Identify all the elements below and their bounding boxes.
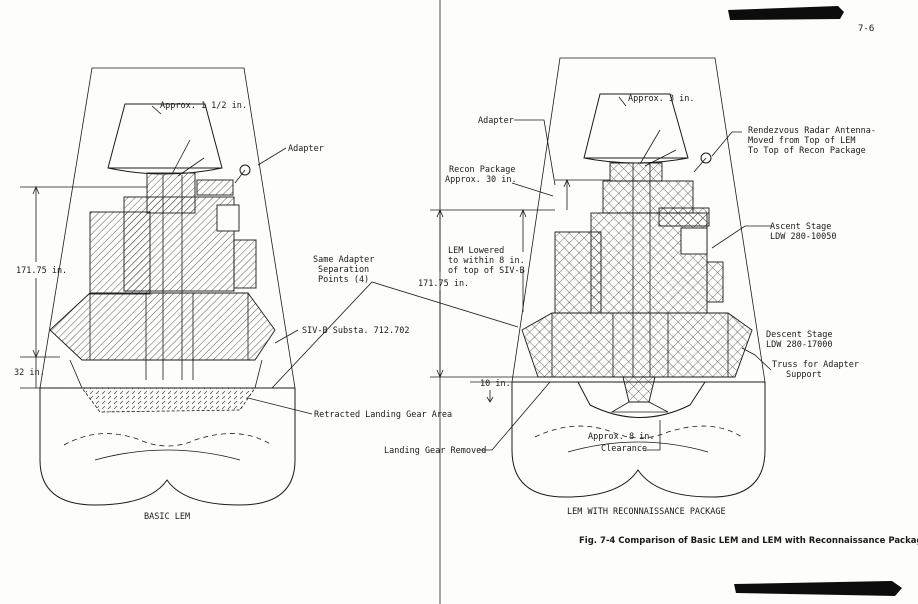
label-ascent-2: LDW 280-10050 — [770, 232, 837, 242]
label-clearance-2: Clearance — [601, 444, 647, 454]
figure-caption: Fig. 7-4 Comparison of Basic LEM and LEM… — [579, 536, 918, 546]
label-dim-171-75-left: 171.75 in. — [16, 266, 67, 276]
basic-lem-labels: Approx. 1 1/2 in. Adapter 171.75 in. 32 … — [14, 101, 452, 522]
label-clearance-1: Approx. 8 in. — [588, 432, 655, 442]
note-line-3: Points (4) — [318, 275, 369, 285]
label-recon-1: Recon Package — [449, 165, 516, 175]
label-radar-3: To Top of Recon Package — [748, 146, 866, 156]
label-sivb-station: SIV-B Substa. 712.702 — [302, 326, 409, 336]
redaction-mark-bottom — [734, 581, 902, 596]
label-gear-removed: Landing Gear Removed — [384, 446, 486, 456]
redaction-mark-top — [728, 6, 844, 20]
recon-lem-drawing — [430, 57, 772, 498]
label-truss-1: Truss for Adapter — [772, 360, 859, 370]
separation-points-note: Same Adapter Separation Points (4) — [271, 255, 519, 389]
title-basic-lem: BASIC LEM — [144, 512, 190, 522]
label-dim-10in: 10 in. — [480, 379, 511, 389]
label-radar-1: Rendezvous Radar Antenna- — [748, 126, 876, 136]
note-line-1: Same Adapter — [313, 255, 374, 265]
label-ascent-1: Ascent Stage — [770, 222, 831, 232]
label-lowered-3: of top of SIV-B — [448, 266, 525, 276]
label-dim-32in: 32 in. — [14, 368, 45, 378]
label-truss-2: Support — [786, 370, 822, 380]
title-recon-lem: LEM WITH RECONNAISSANCE PACKAGE — [567, 507, 726, 517]
label-descent-2: LDW 280-17000 — [766, 340, 833, 350]
recon-lem-labels: Approx. 3 in. Adapter Rendezvous Radar A… — [384, 94, 876, 517]
label-dim-171-75-right: 171.75 in. — [418, 279, 469, 289]
note-line-2: Separation — [318, 265, 369, 275]
label-lowered-2: to within 8 in. — [448, 256, 525, 266]
page-number: 7-6 — [858, 24, 874, 34]
label-adapter-right: Adapter — [478, 116, 514, 126]
label-adapter-left: Adapter — [288, 144, 324, 154]
label-descent-1: Descent Stage — [766, 330, 833, 340]
label-retracted-gear: Retracted Landing Gear Area — [314, 410, 452, 420]
label-lowered-1: LEM Lowered — [448, 246, 504, 256]
label-radar-2: Moved from Top of LEM — [748, 136, 855, 146]
label-approx-3in: Approx. 3 in. — [628, 94, 695, 104]
label-approx-1-5in: Approx. 1 1/2 in. — [160, 101, 247, 111]
basic-lem-drawing — [20, 67, 313, 506]
label-recon-2: Approx. 30 in. — [445, 175, 517, 185]
